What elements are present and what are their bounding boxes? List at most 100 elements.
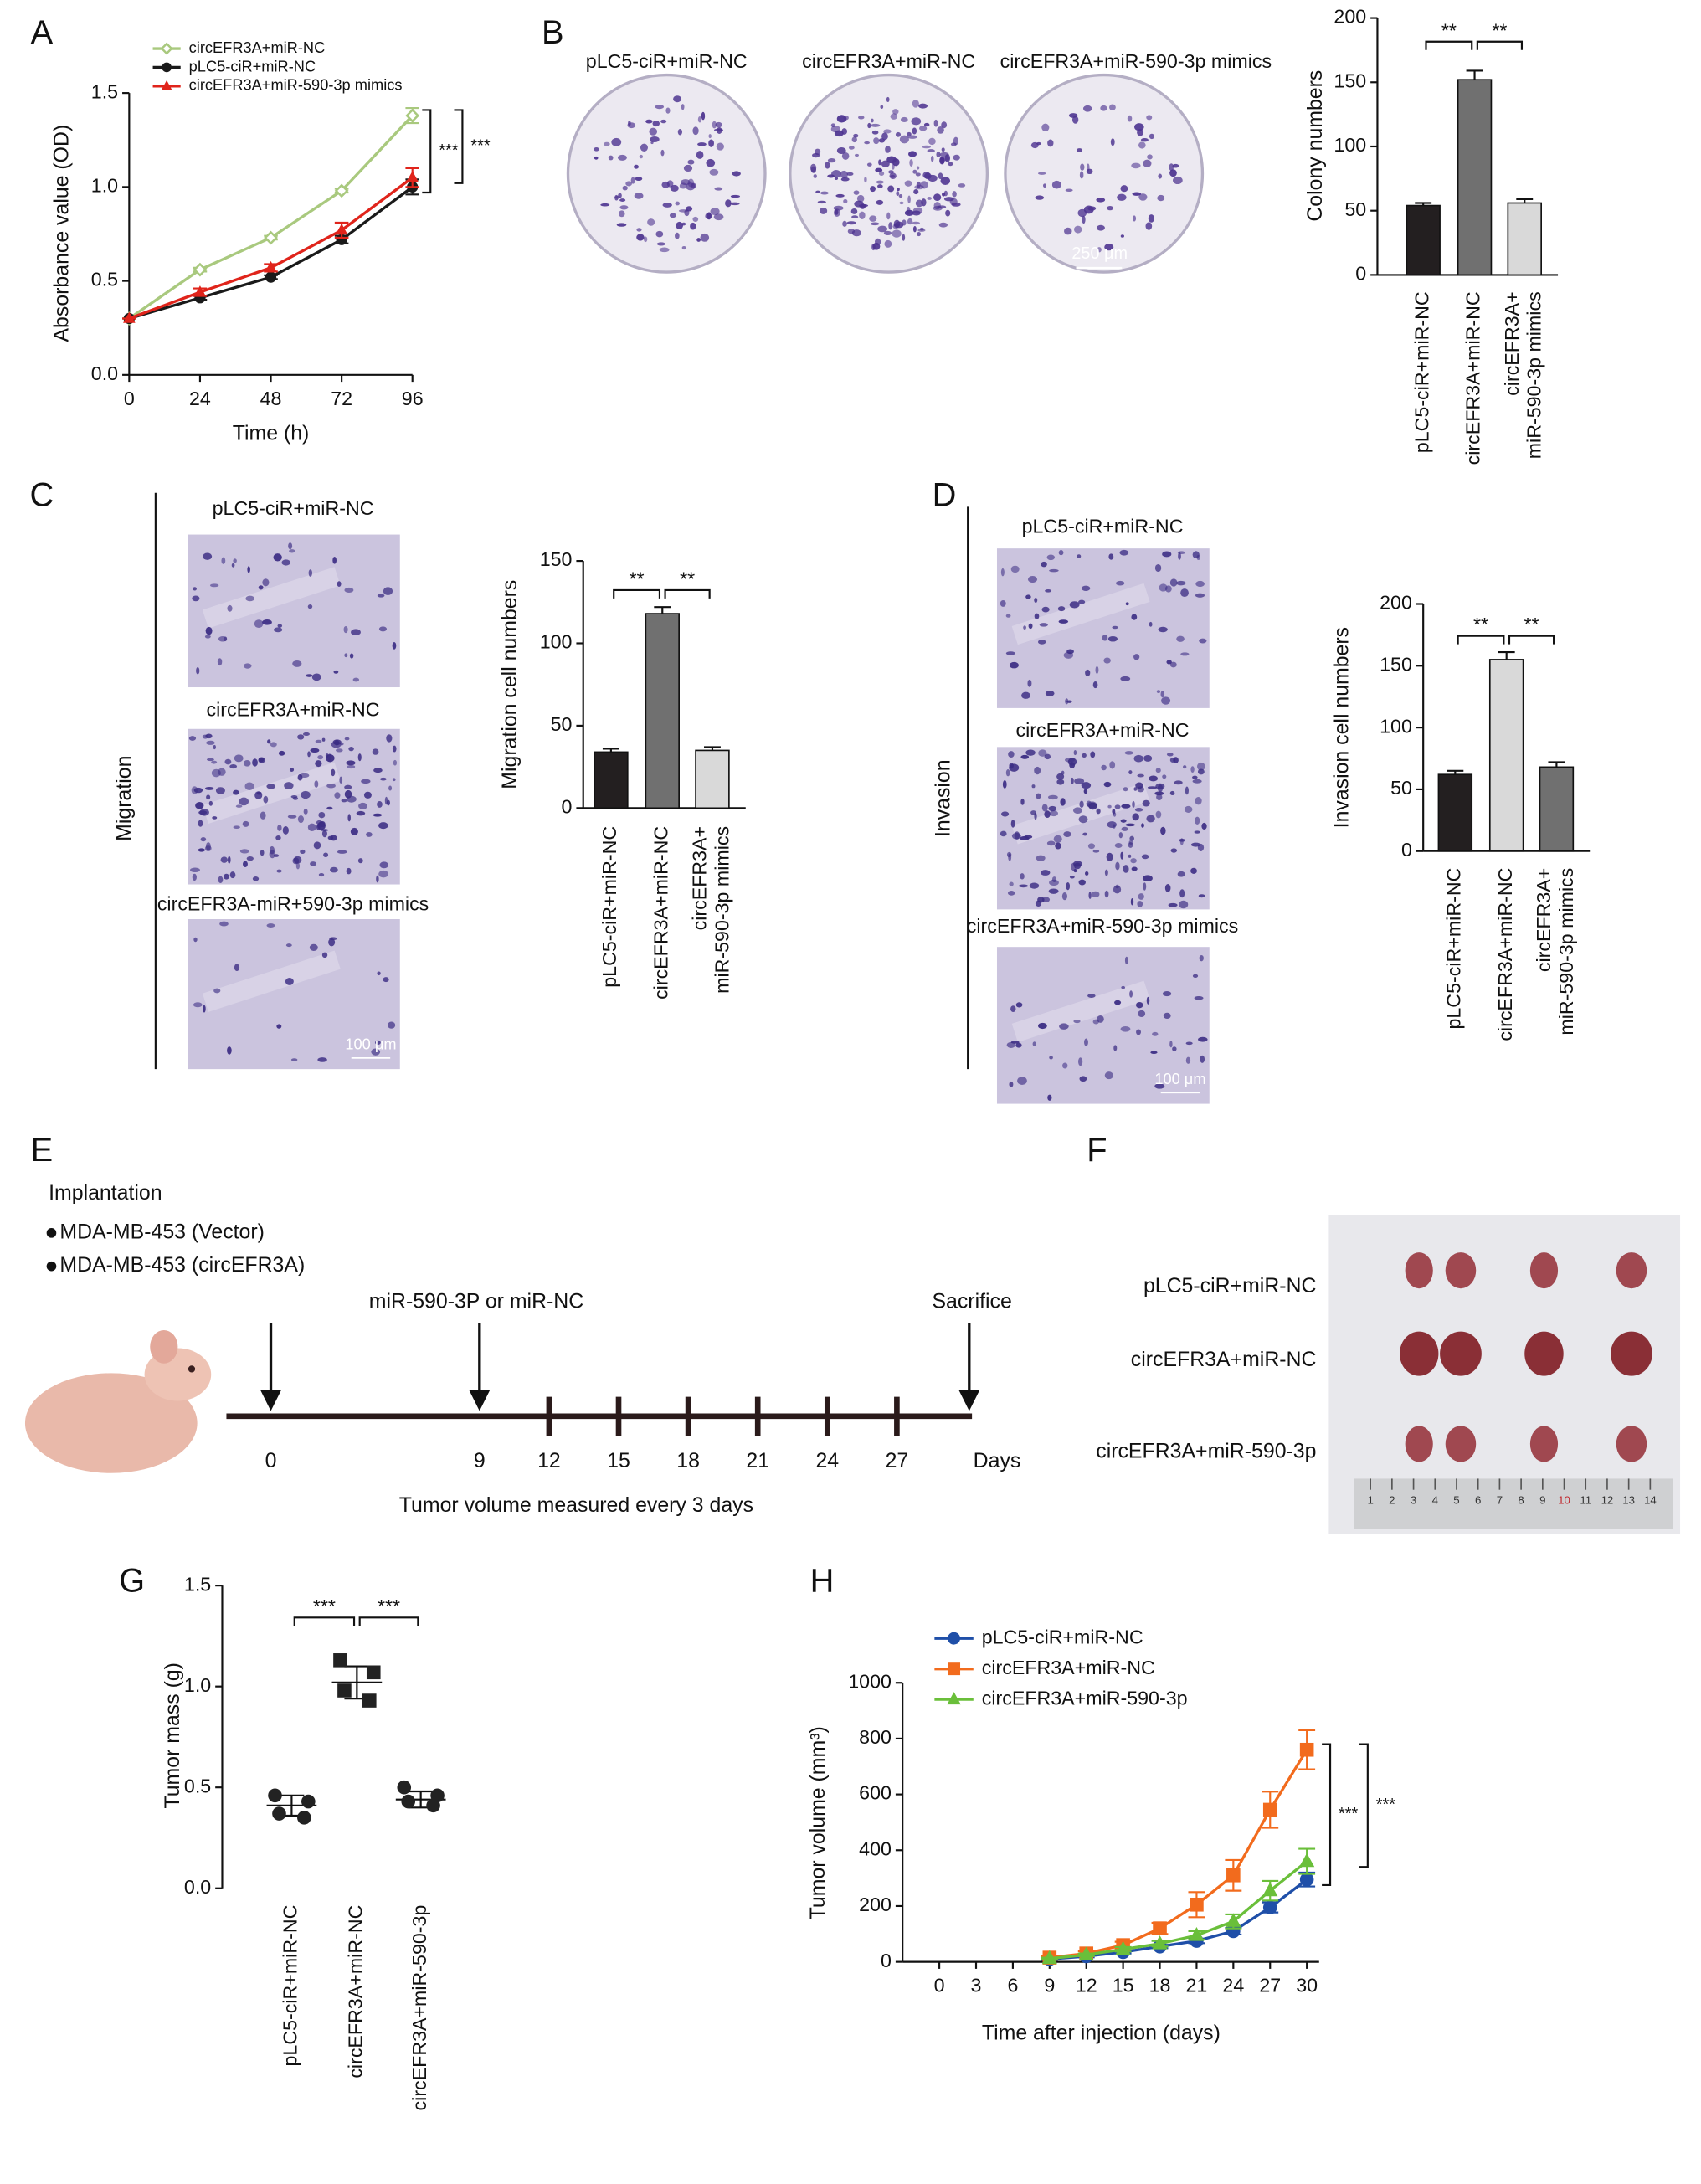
- stain: [933, 119, 938, 127]
- stain: [1036, 855, 1046, 861]
- stain: [1046, 840, 1056, 846]
- tumor: [1405, 1252, 1433, 1289]
- stain: [1081, 585, 1091, 591]
- stain: [1078, 599, 1086, 604]
- significance-bracket: [1476, 40, 1524, 50]
- y-axis-title: Absorbance value (OD): [49, 125, 73, 342]
- stain: [1132, 800, 1135, 808]
- stain: [1083, 105, 1092, 112]
- stain: [1097, 247, 1102, 253]
- stain: [1156, 690, 1161, 694]
- stain: [343, 625, 348, 634]
- marker: [1226, 1913, 1241, 1927]
- stain: [1115, 884, 1119, 889]
- stain: [1138, 1010, 1146, 1018]
- timeline-title: Implantation: [49, 1181, 162, 1205]
- x-tick-label: pLC5-ciR+miR-NC: [280, 1905, 301, 2067]
- stain: [273, 627, 283, 633]
- stain: [634, 164, 639, 169]
- stain: [1121, 985, 1126, 989]
- stain: [1043, 183, 1047, 188]
- stain: [1162, 991, 1172, 997]
- ruler-number: 1: [1367, 1493, 1373, 1506]
- stain: [306, 674, 313, 677]
- stain: [1078, 815, 1088, 824]
- stain: [245, 595, 255, 602]
- bullet: [46, 1228, 57, 1238]
- stain: [243, 861, 248, 868]
- stain: [652, 120, 660, 127]
- stain: [1160, 691, 1165, 698]
- marker: [1153, 1921, 1167, 1935]
- stain: [1087, 994, 1096, 999]
- stain: [871, 118, 874, 123]
- arrow: [958, 1323, 980, 1411]
- stain: [1037, 172, 1046, 175]
- stain: [1135, 1001, 1143, 1009]
- panel-letter: G: [119, 1562, 145, 1599]
- stain: [937, 126, 944, 134]
- stain: [372, 748, 379, 755]
- stain: [227, 604, 233, 612]
- stain: [594, 146, 599, 152]
- stain: [675, 201, 681, 206]
- stain: [317, 1057, 327, 1062]
- stain: [847, 229, 856, 234]
- stain: [912, 169, 917, 174]
- stain: [378, 822, 388, 830]
- stain: [198, 810, 208, 815]
- stain: [884, 239, 892, 248]
- stain: [193, 937, 198, 943]
- stain: [1123, 865, 1129, 873]
- stain: [928, 174, 938, 182]
- stain: [915, 199, 923, 208]
- mouse-eye: [188, 1365, 196, 1373]
- stain: [1101, 764, 1107, 771]
- ruler-number: 5: [1453, 1493, 1459, 1506]
- marker: [162, 62, 172, 73]
- stain: [285, 978, 294, 985]
- stain: [203, 552, 213, 560]
- stain: [1059, 1023, 1069, 1030]
- stain: [811, 152, 820, 158]
- stain: [902, 234, 906, 241]
- legend-label: circEFR3A+miR-590-3p: [982, 1687, 1188, 1709]
- significance-label: ***: [439, 141, 458, 160]
- stain: [701, 111, 706, 121]
- stain: [1158, 173, 1163, 179]
- stain: [203, 1005, 206, 1013]
- stain: [707, 212, 712, 220]
- marker: [333, 1653, 347, 1668]
- stain: [1047, 794, 1058, 800]
- stain: [895, 131, 902, 137]
- stain: [1197, 768, 1205, 775]
- stain: [1104, 869, 1108, 876]
- stain: [1069, 601, 1080, 609]
- stain: [300, 849, 306, 855]
- stain: [1045, 588, 1052, 593]
- stain: [193, 787, 203, 794]
- stain: [880, 105, 884, 109]
- stain: [1173, 757, 1179, 763]
- stain: [1169, 169, 1177, 177]
- stain: [1047, 1094, 1052, 1101]
- stain: [269, 845, 275, 855]
- stain: [1176, 635, 1185, 642]
- stain: [320, 828, 329, 832]
- stain: [1028, 623, 1033, 630]
- stain: [1020, 798, 1025, 805]
- stain: [1102, 635, 1108, 641]
- stain: [1051, 180, 1061, 189]
- stain: [1034, 597, 1038, 604]
- stain: [363, 791, 372, 799]
- stain: [853, 190, 860, 195]
- scale-label: 100 μm: [1154, 1070, 1205, 1087]
- stain: [213, 988, 221, 994]
- stain: [1152, 1031, 1159, 1036]
- stain: [904, 180, 912, 187]
- stain: [628, 121, 631, 126]
- ruler-number: 3: [1411, 1493, 1416, 1506]
- stain: [1010, 1005, 1016, 1013]
- stain: [1049, 810, 1058, 817]
- stain: [1107, 635, 1118, 642]
